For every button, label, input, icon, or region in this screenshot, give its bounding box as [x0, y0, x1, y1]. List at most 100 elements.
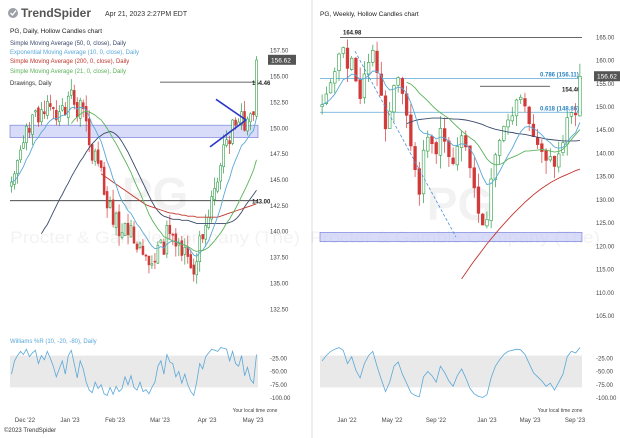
daily-x-axis-note: Your local time zone — [233, 408, 278, 414]
weekly-candle-36 — [472, 167, 476, 189]
weekly-williams-line — [321, 347, 581, 398]
weekly-candle-29 — [443, 128, 447, 142]
weekly-candle-59 — [569, 112, 574, 117]
daily-candle-54 — [171, 233, 175, 236]
weekly-candle-1 — [324, 93, 328, 104]
weekly-y-tick-7: 130.00 — [596, 198, 615, 204]
weekly-x-tick-0: Jan '22 — [337, 418, 357, 424]
weekly-candle-0 — [320, 104, 324, 107]
daily-candle-49 — [156, 244, 160, 264]
daily-x-tick-2: Feb '23 — [105, 418, 125, 424]
daily-y-tick-0: 157.50 — [270, 49, 289, 55]
weekly-candle-2 — [328, 82, 333, 94]
weekly-x-tick-1: May '22 — [382, 418, 403, 424]
daily-candle-63 — [198, 235, 201, 263]
weekly-candle-6 — [345, 47, 350, 69]
weekly-candle-61 — [578, 76, 582, 117]
weekly-candle-21 — [409, 114, 413, 147]
weekly-candle-40 — [489, 178, 493, 221]
daily-candle-2 — [16, 160, 19, 175]
daily-williams-y-tick-0: -25.00 — [270, 356, 288, 362]
weekly-candle-10 — [362, 73, 367, 99]
copyright: ©2023 TrendSpider — [4, 428, 57, 434]
daily-candle-62 — [195, 261, 199, 276]
daily-candle-42 — [135, 243, 139, 250]
weekly-candle-51 — [535, 137, 540, 145]
weekly-y-tick-8: 125.00 — [596, 221, 615, 227]
daily-last-price-badge — [268, 54, 296, 65]
daily-candle-28 — [93, 150, 97, 162]
weekly-williams-y-tick-0: -25.00 — [596, 356, 614, 362]
weekly-candle-52 — [540, 143, 544, 152]
daily-candle-22 — [75, 102, 79, 118]
legend-sma21: Simple Moving Average (21, 0, close), Da… — [10, 69, 126, 75]
weekly-candle-47 — [519, 96, 523, 100]
weekly-candle-45 — [510, 115, 514, 122]
daily-candle-14 — [52, 107, 55, 109]
weekly-williams-band — [320, 355, 582, 388]
weekly-candle-5 — [341, 47, 345, 54]
daily-candle-30 — [99, 160, 103, 168]
daily-candle-70 — [219, 165, 222, 182]
weekly-candle-32 — [455, 146, 459, 166]
daily-candle-50 — [159, 239, 163, 244]
daily-candle-69 — [216, 181, 219, 192]
daily-candle-82 — [255, 59, 258, 117]
daily-y-tick-9: 135.00 — [270, 281, 289, 287]
weekly-candle-20 — [404, 93, 409, 116]
legend-drawings: Drawings, Daily — [10, 81, 52, 87]
daily-candle-72 — [225, 139, 228, 146]
daily-candle-58 — [183, 246, 187, 255]
daily-candle-15 — [55, 109, 58, 121]
daily-ema10-line — [11, 106, 257, 257]
weekly-candle-49 — [527, 106, 531, 125]
weekly-williams-y-tick-2: -75.00 — [596, 383, 614, 389]
daily-candle-5 — [25, 125, 28, 144]
daily-y-tick-2: 152.50 — [270, 100, 289, 106]
daily-y-tick-3: 150.00 — [270, 126, 289, 132]
legend-ema10: Exponential Moving Average (10, 0, close… — [10, 50, 139, 56]
weekly-last-price-label: 156.62 — [597, 74, 617, 81]
daily-y-tick-4: 147.50 — [270, 152, 289, 158]
daily-candle-9 — [37, 107, 40, 123]
daily-candle-7 — [31, 114, 34, 135]
weekly-candle-38 — [481, 213, 485, 226]
weekly-candle-28 — [438, 128, 443, 156]
weekly-candle-37 — [476, 186, 481, 214]
weekly-y-tick-0: 165.00 — [596, 35, 615, 41]
daily-candle-12 — [46, 101, 49, 116]
daily-candle-27 — [90, 144, 94, 161]
weekly-candle-4 — [337, 53, 341, 71]
daily-candle-61 — [192, 264, 196, 275]
weekly-candle-25 — [426, 136, 430, 152]
weekly-candle-15 — [383, 95, 388, 130]
daily-candle-73 — [228, 140, 231, 145]
daily-candle-37 — [120, 232, 124, 238]
daily-candle-52 — [165, 225, 169, 255]
daily-williams-line — [11, 347, 257, 397]
legend-sma50: Simple Moving Average (50, 0, close), Da… — [10, 41, 126, 47]
daily-candle-67 — [210, 196, 213, 220]
daily-candle-40 — [129, 225, 133, 238]
daily-chart-title: PG, Daily, Hollow Candles chart — [10, 28, 102, 35]
daily-x-tick-1: Jan '23 — [60, 418, 80, 424]
daily-candle-80 — [249, 113, 252, 123]
weekly-candle-23 — [417, 168, 421, 195]
daily-candle-38 — [123, 223, 127, 236]
weekly-candle-53 — [544, 150, 548, 161]
weekly-fib-dashed-line — [354, 51, 457, 238]
daily-x-tick-3: Mar '23 — [150, 418, 170, 424]
daily-candle-60 — [189, 254, 193, 269]
weekly-level-label-3: 0.618 (148.86) — [540, 106, 579, 112]
weekly-candle-46 — [514, 99, 519, 117]
daily-candle-3 — [19, 149, 22, 161]
daily-candle-0 — [10, 181, 13, 187]
weekly-y-tick-4: 145.00 — [596, 128, 615, 134]
daily-candle-47 — [150, 263, 154, 266]
weekly-candle-42 — [497, 140, 502, 156]
daily-last-price-label: 156.62 — [271, 57, 291, 64]
weekly-candle-50 — [531, 123, 536, 138]
daily-sma200-line — [100, 173, 257, 218]
daily-y-tick-7: 140.00 — [270, 230, 289, 236]
weekly-candle-55 — [552, 155, 557, 167]
